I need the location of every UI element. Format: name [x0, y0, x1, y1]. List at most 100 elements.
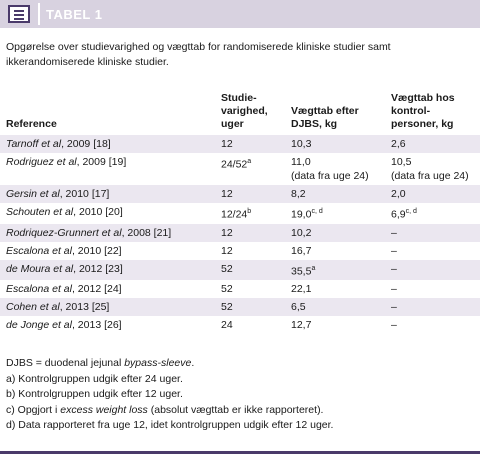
control-value: 2,6: [391, 138, 406, 150]
footnote-line: c) Opgjort i excess weight loss (absolut…: [6, 403, 333, 419]
data-table: Reference Studie-varighed, uger Vægttab ef…: [0, 92, 480, 334]
djbs-value: 8,2: [291, 188, 306, 200]
duration-value: 52: [221, 262, 233, 275]
control-value: –: [391, 244, 397, 257]
duration-cell: 12: [215, 224, 285, 242]
djbs-value: 6,5: [291, 301, 306, 313]
column-header: Reference: [6, 118, 57, 130]
column-header: Studie-varighed, uger: [221, 92, 268, 130]
duration-cell: 12: [215, 242, 285, 260]
duration-value: 12: [221, 188, 233, 200]
control-cell: –: [385, 298, 480, 316]
separator: [38, 3, 40, 25]
djbs-cell: 10,3: [285, 135, 385, 153]
control-value: –: [391, 283, 397, 295]
footnote-mark: c, d: [311, 208, 323, 215]
duration-cell: 12: [215, 185, 285, 203]
reference: Escalona et al, 2012 [24]: [6, 283, 122, 295]
djbs-cell: 11,0 (data fra uge 24): [285, 153, 385, 185]
footnote-text: (absolut vægttab er ikke rapporteret).: [147, 403, 324, 416]
control-value: –: [391, 319, 397, 331]
duration-cell: 24/52a: [215, 153, 285, 185]
duration-value: 24: [221, 319, 233, 331]
footnote-mark: a: [311, 264, 316, 272]
table-icon: [8, 5, 30, 23]
control-cell: 2,0: [385, 185, 480, 203]
duration-value: 12: [221, 226, 233, 239]
control-cell: 2,6: [385, 135, 480, 153]
footnote-text: b) Kontrolgruppen udgik efter 12 uger.: [6, 388, 183, 400]
footnote-line: b) Kontrolgruppen udgik efter 12 uger.: [6, 387, 333, 403]
duration-cell: 52: [215, 298, 285, 316]
duration-value: 52: [221, 301, 233, 313]
cell-note: (data fra uge 24): [391, 170, 469, 182]
footnote-line: DJBS = duodenal jejunal bypass-sleeve.: [6, 356, 333, 372]
djbs-cell: 10,2: [285, 224, 385, 242]
footnotes: DJBS = duodenal jejunal bypass-sleeve. a)…: [6, 356, 333, 434]
footnote-line: a) Kontrolgruppen udgik efter 24 uger.: [6, 372, 333, 388]
caption: Opgørelse over studievarighed og vægttab…: [6, 41, 391, 68]
table-row: Cohen et al, 2013 [25] 52 6,5 –: [0, 298, 480, 316]
footnote-text: excess weight loss: [60, 403, 148, 416]
reference-cell: Rodriguez et al, 2009 [19]: [0, 153, 215, 185]
duration-value: 12: [221, 138, 233, 150]
footnote-text: a) Kontrolgruppen udgik efter 24 uger.: [6, 372, 183, 385]
reference-cell: Schouten et al, 2010 [20]: [0, 203, 215, 224]
reference-cell: Escalona et al, 2010 [22]: [0, 242, 215, 260]
control-cell: –: [385, 280, 480, 298]
table-row: Tarnoff et al, 2009 [18] 12 10,3 2,6: [0, 135, 480, 153]
djbs-cell: 8,2: [285, 185, 385, 203]
control-value: 2,0: [391, 188, 406, 200]
control-value: 10,5: [391, 156, 412, 168]
reference: Rodriquez-Grunnert et al, 2008 [21]: [6, 226, 172, 239]
duration-value: 12: [221, 244, 233, 257]
reference-cell: Tarnoff et al, 2009 [18]: [0, 135, 215, 153]
reference-cell: de Jonge et al, 2013 [26]: [0, 316, 215, 334]
footnote-text: d) Data rapporteret fra uge 12, idet kon…: [6, 419, 334, 431]
footnote-mark: a: [247, 158, 252, 165]
column-header: Vægttab hos kontrol-personer, kg: [391, 92, 455, 130]
cell-note: (data fra uge 24): [291, 170, 369, 182]
control-value: 6,9: [391, 208, 406, 221]
duration-cell: 12/24b: [215, 203, 285, 224]
reference-cell: de Moura et al, 2012 [23]: [0, 260, 215, 281]
reference: de Jonge et al, 2013 [26]: [6, 319, 122, 331]
djbs-cell: 35,5a: [285, 260, 385, 281]
reference-cell: Cohen et al, 2013 [25]: [0, 298, 215, 316]
djbs-cell: 12,7: [285, 316, 385, 334]
footnote-line: d) Data rapporteret fra uge 12, idet kon…: [6, 418, 333, 434]
reference: Schouten et al, 2010 [20]: [6, 206, 123, 218]
djbs-cell: 19,0c, d: [285, 203, 385, 224]
table-row: Schouten et al, 2010 [20] 12/24b 19,0c, d 6…: [0, 203, 480, 224]
djbs-value: 11,0: [291, 156, 311, 168]
duration-value: 12/24: [221, 208, 248, 221]
header-bar: TABEL 1: [0, 0, 480, 28]
reference-cell: Rodriquez-Grunnert et al, 2008 [21]: [0, 224, 215, 242]
control-value: –: [391, 226, 397, 239]
table-row: Rodriguez et al, 2009 [19] 24/52a 11,0 (dat…: [0, 153, 480, 185]
duration-cell: 52: [215, 260, 285, 281]
reference-cell: Escalona et al, 2012 [24]: [0, 280, 215, 298]
djbs-value: 16,7: [291, 244, 312, 257]
footnote-text: bypass-sleeve: [124, 357, 192, 369]
djbs-value: 12,7: [291, 319, 312, 331]
control-cell: –: [385, 242, 480, 260]
footnote-text: DJBS = duodenal jejunal: [6, 357, 125, 369]
djbs-value: 35,5: [291, 265, 312, 277]
column-header: Vægttab efter DJBS, kg: [291, 105, 359, 130]
djbs-value: 10,3: [291, 138, 312, 150]
control-cell: –: [385, 316, 480, 334]
reference-cell: Gersin et al, 2010 [17]: [0, 185, 215, 203]
control-value: –: [391, 262, 397, 275]
reference: Escalona et al, 2010 [22]: [6, 244, 122, 257]
table-row: Escalona et al, 2010 [22] 12 16,7 –: [0, 242, 480, 260]
duration-cell: 12: [215, 135, 285, 153]
reference: Cohen et al, 2013 [25]: [6, 301, 110, 313]
footnote-mark: c, d: [405, 208, 417, 215]
table-row: Rodriquez-Grunnert et al, 2008 [21] 12 10,…: [0, 223, 480, 242]
header-row: Reference Studie-varighed, uger Vægttab ef…: [0, 92, 480, 135]
djbs-cell: 22,1: [285, 280, 385, 298]
table-row: Gersin et al, 2010 [17] 12 8,2 2,0: [0, 185, 480, 203]
reference: Tarnoff et al, 2009 [18]: [6, 138, 111, 150]
